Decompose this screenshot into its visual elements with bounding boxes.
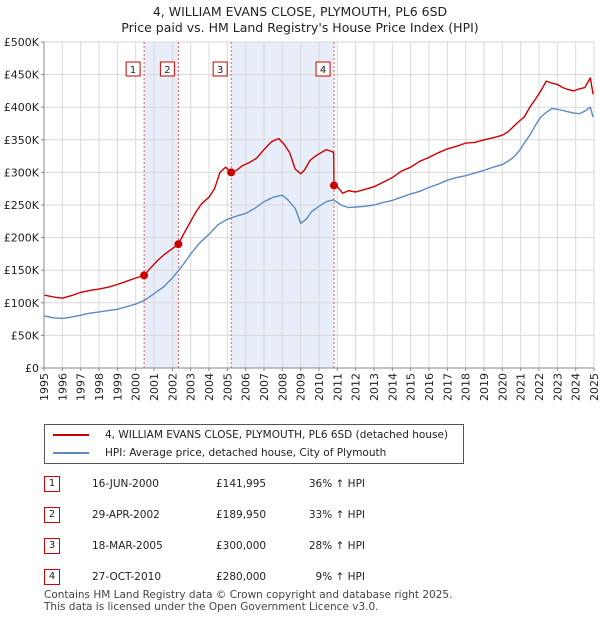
sale-marker-box: [125, 61, 141, 77]
transaction-hpi-change: 36% ↑ HPI: [308, 478, 365, 490]
series-lines: [43, 77, 594, 320]
x-tick-label: 2012: [350, 373, 363, 401]
chart-subtitle: Price paid vs. HM Land Registry's House …: [121, 20, 479, 35]
x-tick-label: 2011: [331, 373, 344, 401]
transaction-hpi-change: 28% ↑ HPI: [308, 540, 365, 552]
legend-label-property: 4, WILLIAM EVANS CLOSE, PLYMOUTH, PL6 6S…: [105, 429, 449, 441]
x-tick-label: 2008: [276, 373, 289, 401]
transaction-number: 4: [44, 569, 60, 585]
x-tick-label: 2018: [460, 373, 473, 401]
x-tick-label: 2013: [368, 373, 381, 401]
y-tick-label: £0: [25, 362, 39, 375]
x-tick-label: 2007: [258, 373, 271, 401]
transaction-number: 2: [44, 507, 60, 523]
transaction-hpi-change: 9% ↑ HPI: [315, 571, 365, 583]
y-tick-label: £400K: [4, 101, 40, 114]
transaction-date: 27-OCT-2010: [92, 571, 161, 583]
gridlines: [43, 41, 595, 369]
y-tick-label: £450K: [4, 69, 40, 82]
table-row: 3 18-MAR-2005 £300,000 28% ↑ HPI: [44, 536, 444, 567]
price-chart: 1 2 3 4 £0 £50K £100K £150K £200K £250K £300K £350…: [4, 36, 600, 401]
x-tick-label: 2004: [203, 373, 216, 401]
x-tick-label: 1997: [75, 373, 88, 401]
y-tick-label: £50K: [11, 329, 40, 342]
y-tick-label: £200K: [4, 232, 40, 245]
x-tick-label: 2025: [588, 373, 600, 401]
x-tick-label: 2009: [295, 373, 308, 401]
sale-point: [227, 168, 236, 177]
y-tick-label: £500K: [4, 36, 40, 49]
transaction-date: 16-JUN-2000: [92, 478, 159, 490]
sale-marker-box: [212, 61, 228, 77]
x-tick-label: 2016: [423, 373, 436, 401]
x-tick-label: 2024: [570, 373, 583, 401]
x-tick-label: 2005: [221, 373, 234, 401]
x-tick-label: 2014: [386, 373, 399, 401]
sale-marker-boxes: 1 2 3 4: [125, 61, 331, 77]
axes: £0 £50K £100K £150K £200K £250K £300K £350K £400…: [4, 36, 600, 401]
copyright-notice: Contains HM Land Registry data © Crown c…: [44, 589, 453, 601]
x-tick-label: 1995: [38, 373, 51, 401]
y-tick-label: £250K: [4, 199, 40, 212]
table-row: 2 29-APR-2002 £189,950 33% ↑ HPI: [44, 505, 444, 536]
x-tick-label: 2017: [441, 373, 454, 401]
sale-points: [140, 168, 339, 280]
transactions-table: 1 16-JUN-2000 £141,995 36% ↑ HPI 2 29-AP…: [44, 474, 444, 598]
x-tick-label: 1996: [56, 373, 69, 401]
y-tick-label: £150K: [4, 264, 40, 277]
hpi-line: [43, 106, 594, 320]
x-tick-label: 1999: [111, 373, 124, 401]
x-tick-label: 2001: [148, 373, 161, 401]
x-tick-label: 2002: [166, 373, 179, 401]
legend: 4, WILLIAM EVANS CLOSE, PLYMOUTH, PL6 6S…: [44, 424, 464, 464]
x-tick-label: 2021: [515, 373, 528, 401]
transaction-hpi-change: 33% ↑ HPI: [308, 509, 365, 521]
y-tick-label: £350K: [4, 134, 40, 147]
property-price-line: [43, 77, 594, 299]
licence-notice: This data is licensed under the Open Gov…: [44, 601, 379, 613]
sale-marker-label: 2: [164, 65, 170, 76]
transaction-price: £189,950: [216, 509, 267, 521]
x-tick-label: 2000: [130, 373, 143, 401]
x-tick-label: 1998: [93, 373, 106, 401]
transaction-date: 29-APR-2002: [92, 509, 160, 521]
x-tick-label: 2010: [313, 373, 326, 401]
transaction-date: 18-MAR-2005: [92, 540, 163, 552]
x-tick-label: 2019: [478, 373, 491, 401]
sale-marker-label: 1: [130, 65, 136, 76]
sale-marker-label: 3: [217, 65, 223, 76]
y-tick-label: £300K: [4, 166, 40, 179]
legend-label-hpi: HPI: Average price, detached house, City…: [105, 447, 387, 459]
chart-title: 4, WILLIAM EVANS CLOSE, PLYMOUTH, PL6 6S…: [152, 4, 448, 19]
legend-item-hpi: HPI: Average price, detached house, City…: [53, 445, 386, 461]
sale-point: [330, 181, 339, 190]
y-tick-label: £100K: [4, 297, 40, 310]
sale-marker-box: [315, 61, 331, 77]
x-tick-label: 2006: [240, 373, 253, 401]
x-tick-label: 2023: [551, 373, 564, 401]
sale-point: [140, 271, 149, 280]
x-tick-label: 2022: [533, 373, 546, 401]
table-row: 1 16-JUN-2000 £141,995 36% ↑ HPI: [44, 474, 444, 505]
x-tick-label: 2003: [185, 373, 198, 401]
legend-swatch-property: [53, 434, 89, 436]
legend-item-property: 4, WILLIAM EVANS CLOSE, PLYMOUTH, PL6 6S…: [53, 427, 448, 443]
x-tick-label: 2015: [405, 373, 418, 401]
transaction-number: 1: [44, 476, 60, 492]
table-row: 4 27-OCT-2010 £280,000 9% ↑ HPI: [44, 567, 444, 598]
x-tick-label: 2020: [496, 373, 509, 401]
legend-swatch-hpi: [53, 452, 89, 454]
sale-marker-box: [159, 61, 175, 77]
sale-point: [174, 240, 183, 249]
transaction-price: £141,995: [216, 478, 267, 490]
transaction-price: £300,000: [216, 540, 267, 552]
sale-marker-label: 4: [320, 65, 326, 76]
transaction-number: 3: [44, 538, 60, 554]
transaction-price: £280,000: [216, 571, 267, 583]
